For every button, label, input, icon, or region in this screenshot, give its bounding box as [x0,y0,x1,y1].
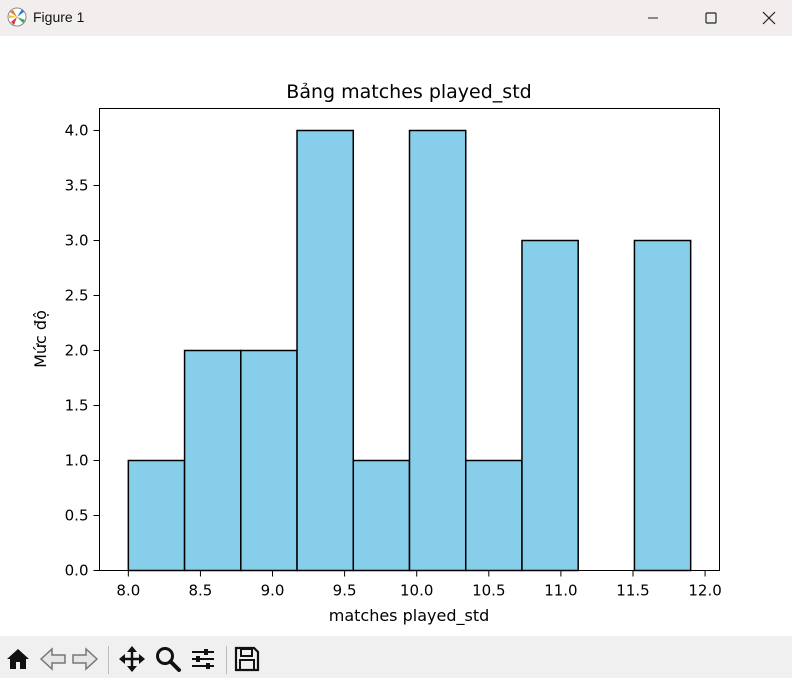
close-button[interactable] [740,0,792,36]
chart-title: Bảng matches played_std [286,81,531,103]
histogram-bar [296,129,355,572]
x-tick-label: 9.0 [261,582,285,600]
x-axis-ticks: 8.0 8.5 9.0 9.5 10.0 10.5 11.0 11.5 12.0 [116,570,722,600]
x-tick-label: 11.5 [616,582,649,600]
forward-button[interactable] [70,644,100,674]
pan-button[interactable] [117,644,147,674]
back-arrow-icon [39,647,66,671]
x-tick-label: 8.0 [116,582,140,600]
y-tick-label: 1.5 [65,397,89,415]
histogram-bar [633,239,692,572]
histogram-bar [127,459,186,572]
x-axis-label: matches played_std [329,606,490,626]
title-bar: Figure 1 [0,0,792,36]
y-tick-label: 3.0 [65,232,89,250]
zoom-button[interactable] [153,644,183,674]
figure-canvas: Bảng matches played_std 8.0 8.5 9.0 9.5 10.0… [0,36,792,636]
y-tick-label: 0.0 [65,562,89,580]
y-axis-ticks: 0.0 0.5 1.0 1.5 2.0 2.5 3.0 3.5 4.0 [65,122,100,580]
histogram-chart: Bảng matches played_std 8.0 8.5 9.0 9.5 10.0… [31,81,722,626]
y-tick-label: 0.5 [65,507,89,525]
y-tick-label: 2.5 [65,287,89,305]
toolbar-separator [108,646,109,674]
minimize-icon [648,17,658,19]
x-tick-label: 9.5 [333,582,357,600]
histogram-bar [240,349,298,572]
close-icon [762,11,776,25]
save-floppy-icon [234,646,260,672]
toolbar-separator [226,646,227,674]
histogram-bar [408,129,467,572]
x-tick-label: 8.5 [189,582,213,600]
pan-move-icon [119,646,145,672]
y-tick-label: 3.5 [65,177,89,195]
maximize-icon [705,12,717,24]
x-tick-label: 10.0 [400,582,433,600]
histogram-bar [183,349,242,572]
x-tick-label: 12.0 [688,582,721,600]
home-icon [7,649,29,669]
forward-arrow-icon [72,647,99,671]
save-button[interactable] [232,644,262,674]
y-tick-label: 2.0 [65,342,89,360]
y-tick-label: 4.0 [65,122,89,140]
axes-frame [99,108,720,571]
matplotlib-logo-icon [6,6,28,28]
histogram-bar [521,239,579,572]
back-button[interactable] [38,644,68,674]
histogram-bar [352,459,411,572]
x-tick-label: 11.0 [544,582,577,600]
y-axis-label: Mức độ [31,310,50,368]
window-title: Figure 1 [33,9,85,25]
x-tick-label: 10.5 [472,582,505,600]
configure-subplots-button[interactable] [188,644,218,674]
minimize-button[interactable] [624,0,682,36]
zoom-magnifier-icon [156,647,181,672]
configure-subplots-icon [192,649,214,669]
histogram-bar [464,459,523,572]
home-button[interactable] [3,644,33,674]
y-tick-label: 1.0 [65,452,89,470]
maximize-button[interactable] [682,0,740,36]
bars-group [127,129,692,572]
